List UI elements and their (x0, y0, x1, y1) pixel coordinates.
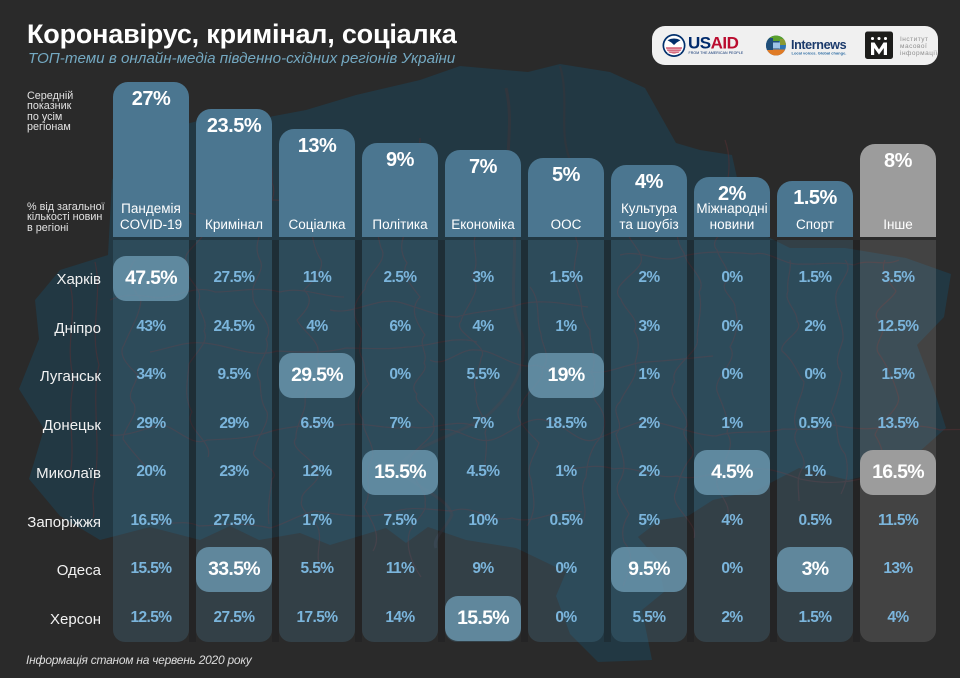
svg-text:інформації: інформації (900, 49, 938, 57)
svg-text:Internews: Internews (791, 38, 847, 52)
svg-text:масової: масової (900, 43, 927, 50)
svg-text:Інститут: Інститут (900, 36, 929, 43)
svg-text:Local voices. Global change.: Local voices. Global change. (792, 51, 847, 56)
svg-text:FROM THE AMERICAN PEOPLE: FROM THE AMERICAN PEOPLE (689, 51, 744, 55)
svg-text:USAID: USAID (688, 34, 739, 53)
